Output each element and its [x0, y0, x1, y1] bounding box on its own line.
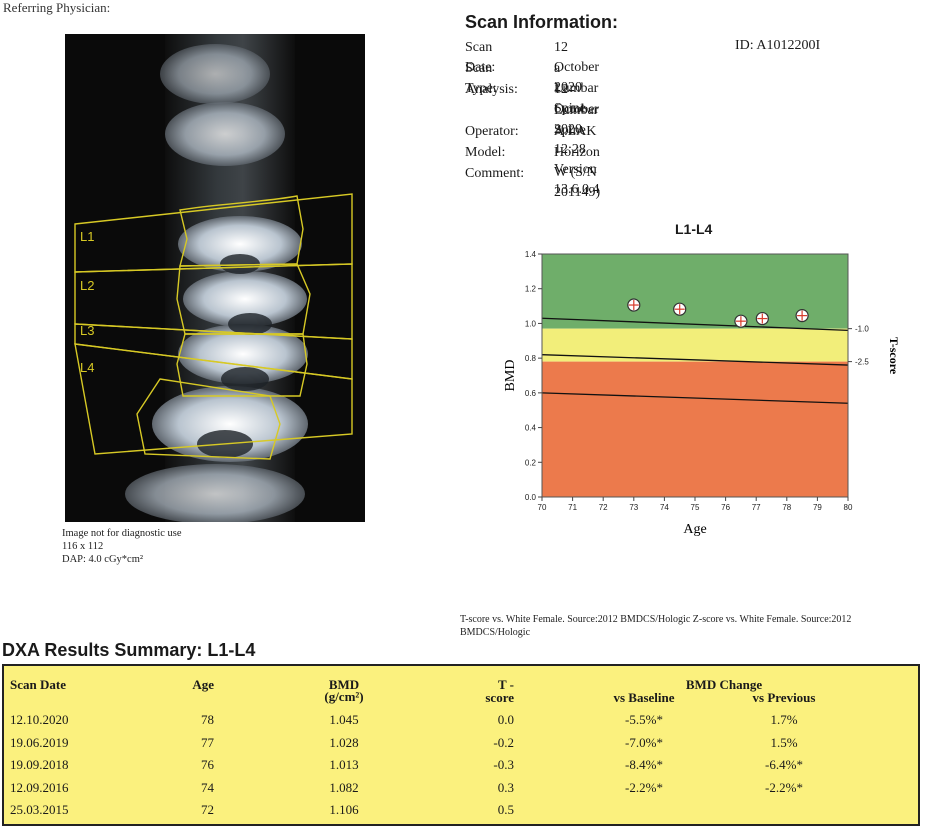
y-axis-label: BMD — [503, 360, 518, 392]
cell-bmd: 1.082 — [329, 779, 359, 795]
caption-line: Image not for diagnostic use — [62, 528, 182, 539]
x-tick-label: 73 — [629, 503, 638, 512]
chart-title: L1-L4 — [675, 221, 713, 237]
x-axis-label: Age — [683, 522, 706, 537]
cell-bmd: 1.106 — [329, 802, 359, 817]
cell-t: 0.5 — [497, 802, 514, 817]
cell-t: -0.2 — [493, 734, 514, 750]
x-tick-label: 70 — [538, 503, 547, 512]
y2-axis-label: T-score — [887, 337, 901, 375]
x-tick-label: 71 — [568, 503, 577, 512]
scan-info-label: Operator: — [465, 124, 519, 139]
header-tscore: score — [485, 690, 514, 705]
scan-info-value: 12 October 2020 — [554, 40, 600, 95]
y-tick-label: 0.0 — [525, 493, 537, 502]
cell-base: -2.2%* — [625, 779, 663, 795]
cell-base: -8.4%* — [625, 757, 663, 772]
y-tick-label: 0.8 — [525, 354, 537, 363]
y-tick-label: 1.2 — [525, 285, 537, 294]
y2-tick-label: -2.5 — [855, 358, 869, 367]
x-tick-label: 80 — [844, 503, 853, 512]
y2-tick-label: -1.0 — [855, 325, 869, 334]
vertebra-label-l3: L3 — [80, 323, 95, 338]
reference-line — [541, 392, 849, 404]
cell-age: 77 — [201, 734, 214, 750]
x-tick-label: 79 — [813, 503, 822, 512]
reference-line — [541, 354, 849, 366]
scan-info-label: Scan Date: — [465, 40, 496, 75]
y-tick-label: 0.4 — [525, 424, 537, 433]
y-tick-label: 0.2 — [525, 458, 537, 467]
vertebra-label-l2: L2 — [80, 278, 95, 293]
cell-age: 74 — [201, 779, 214, 795]
cell-bmd: 1.028 — [329, 734, 359, 750]
cell-prev: 1.7% — [770, 712, 798, 727]
cell-age: 72 — [201, 802, 214, 817]
y-tick-label: 1.0 — [525, 319, 537, 328]
cell-bmd: 1.045 — [329, 712, 359, 727]
cell-date: 12.09.2016 — [10, 779, 69, 795]
cell-age: 78 — [201, 712, 214, 727]
scan-info-title: Scan Information: — [465, 12, 619, 32]
zone-osteoporosis — [542, 361, 848, 497]
header-tscore: T - — [497, 677, 514, 692]
cell-date: 25.03.2015 — [10, 802, 69, 817]
scan-id: ID: A1012200I — [735, 38, 821, 53]
x-tick-label: 78 — [782, 503, 791, 512]
referring-physician-label: Referring Physician: — [3, 0, 111, 15]
image-caption: Image not for diagnostic use 116 x 112 D… — [62, 527, 182, 566]
caption-line: 116 x 112 — [62, 541, 104, 552]
scan-info-label: Analysis: — [465, 82, 518, 97]
source-note: T-score vs. White Female. Source:2012 BM… — [460, 614, 852, 638]
x-tick-label: 75 — [691, 503, 700, 512]
cell-prev: -2.2%* — [765, 779, 803, 795]
cell-date: 19.09.2018 — [10, 757, 69, 772]
scan-info-label: Model: — [465, 145, 506, 160]
header-bmd: BMD — [328, 677, 360, 692]
cell-date: 12.10.2020 — [10, 712, 69, 727]
header-age: Age — [192, 677, 214, 692]
cell-base: -7.0%* — [625, 734, 663, 750]
cell-t: -0.3 — [493, 757, 514, 772]
y-tick-label: 1.4 — [525, 250, 537, 259]
scan-info-value: A.LAK — [554, 124, 597, 139]
scan-info-value: Horizon W (S/N 201149) — [554, 145, 601, 200]
results-title: DXA Results Summary: L1-L4 — [2, 640, 256, 660]
scan-info-label: Scan Type: — [465, 61, 497, 96]
x-tick-label: 74 — [660, 503, 669, 512]
caption-line: DAP: 4.0 cGy*cm² — [62, 554, 144, 565]
cell-prev: -6.4%* — [765, 757, 803, 772]
y-tick-label: 0.6 — [525, 389, 537, 398]
x-tick-label: 77 — [752, 503, 761, 512]
cell-prev: 1.5% — [770, 734, 798, 750]
cell-base: -5.5%* — [625, 712, 663, 727]
bmd-chart: 0.0 0.2 0.4 0.6 0.8 1.0 1.2 1.4 70 71 72 73 74 75 76 7… — [503, 250, 901, 537]
cell-t: 0.3 — [497, 779, 514, 795]
x-tick-label: 76 — [721, 503, 730, 512]
vertebra-label-l1: L1 — [80, 229, 95, 244]
spine-scan-image: L1 L2 L3 L4 — [65, 34, 365, 522]
header-bmd-unit: (g/cm²) — [324, 689, 364, 704]
header-scan-date: Scan Date — [10, 677, 66, 692]
scan-info-value: 12 October 2020 12:28 Version 13.6.0.4 — [554, 82, 600, 197]
reference-line — [541, 317, 849, 332]
cell-t: 0.0 — [497, 712, 514, 727]
cell-age: 76 — [201, 757, 214, 772]
cell-bmd: 1.013 — [329, 757, 359, 772]
header-vs-baseline: vs Baseline — [613, 690, 675, 705]
header-bmd-change: BMD Change — [685, 677, 763, 692]
vertebra-label-l4: L4 — [80, 360, 95, 375]
cell-date: 19.06.2019 — [10, 734, 69, 750]
results-table: Scan Date Age BMD (g/cm²) T - score BMD … — [2, 664, 920, 826]
scan-info-label: Comment: — [465, 166, 525, 181]
scan-info-value: a Lumbar Spine — [554, 61, 599, 116]
scan-info-value: Lumbar Spine — [554, 103, 599, 138]
header-vs-previous: vs Previous — [752, 690, 816, 705]
x-tick-label: 72 — [599, 503, 608, 512]
